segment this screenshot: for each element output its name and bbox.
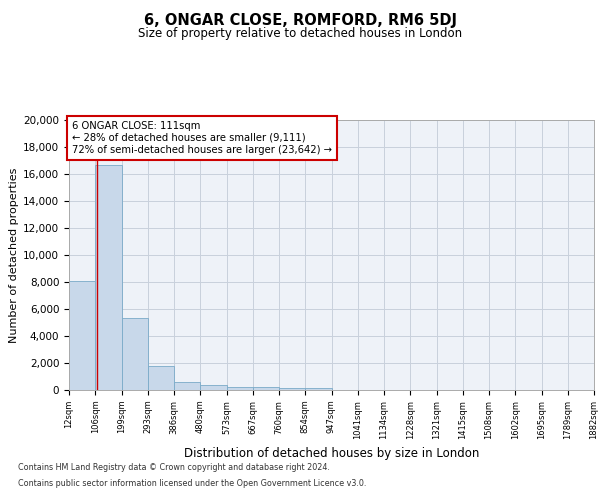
Bar bbox=[69, 280, 95, 390]
Text: 6, ONGAR CLOSE, ROMFORD, RM6 5DJ: 6, ONGAR CLOSE, ROMFORD, RM6 5DJ bbox=[143, 12, 457, 28]
Text: Size of property relative to detached houses in London: Size of property relative to detached ho… bbox=[138, 28, 462, 40]
Bar bbox=[148, 366, 174, 390]
Bar bbox=[121, 318, 148, 390]
Bar bbox=[253, 388, 279, 390]
Bar bbox=[279, 388, 305, 390]
Bar bbox=[227, 386, 253, 390]
Bar bbox=[305, 388, 331, 390]
Y-axis label: Number of detached properties: Number of detached properties bbox=[9, 168, 19, 342]
Text: Contains HM Land Registry data © Crown copyright and database right 2024.: Contains HM Land Registry data © Crown c… bbox=[18, 464, 330, 472]
Text: Contains public sector information licensed under the Open Government Licence v3: Contains public sector information licen… bbox=[18, 478, 367, 488]
Bar bbox=[174, 382, 200, 390]
Bar bbox=[95, 164, 121, 390]
Text: 6 ONGAR CLOSE: 111sqm
← 28% of detached houses are smaller (9,111)
72% of semi-d: 6 ONGAR CLOSE: 111sqm ← 28% of detached … bbox=[71, 122, 332, 154]
Bar bbox=[200, 386, 227, 390]
X-axis label: Distribution of detached houses by size in London: Distribution of detached houses by size … bbox=[184, 447, 479, 460]
